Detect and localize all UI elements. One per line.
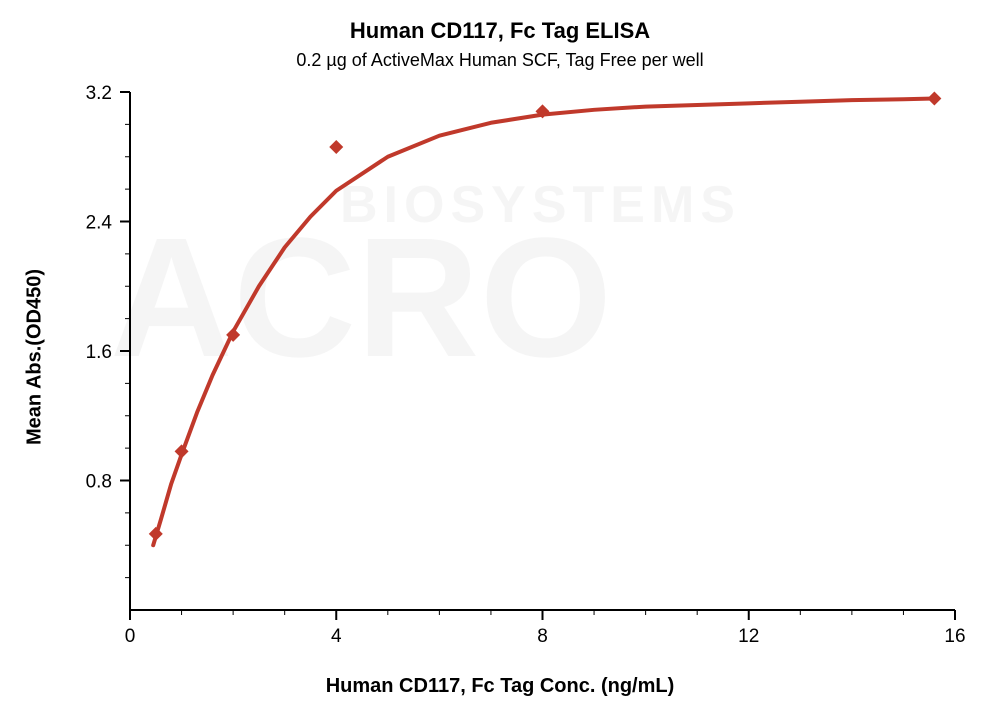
svg-text:8: 8 xyxy=(537,626,548,647)
svg-text:2.4: 2.4 xyxy=(86,213,113,234)
data-point xyxy=(927,91,941,105)
svg-text:0: 0 xyxy=(125,626,136,647)
elisa-chart: Human CD117, Fc Tag ELISA 0.2 µg of Acti… xyxy=(0,0,1000,714)
data-point xyxy=(149,527,163,541)
svg-text:0.8: 0.8 xyxy=(86,472,112,493)
plot-svg: 0 4 8 12 16 0.8 1.6 2.4 3.2 xyxy=(0,0,1000,714)
svg-text:4: 4 xyxy=(331,626,342,647)
svg-text:12: 12 xyxy=(738,626,759,647)
data-point xyxy=(329,140,343,154)
svg-text:16: 16 xyxy=(944,626,965,647)
svg-text:1.6: 1.6 xyxy=(86,342,112,363)
svg-text:3.2: 3.2 xyxy=(86,83,112,104)
